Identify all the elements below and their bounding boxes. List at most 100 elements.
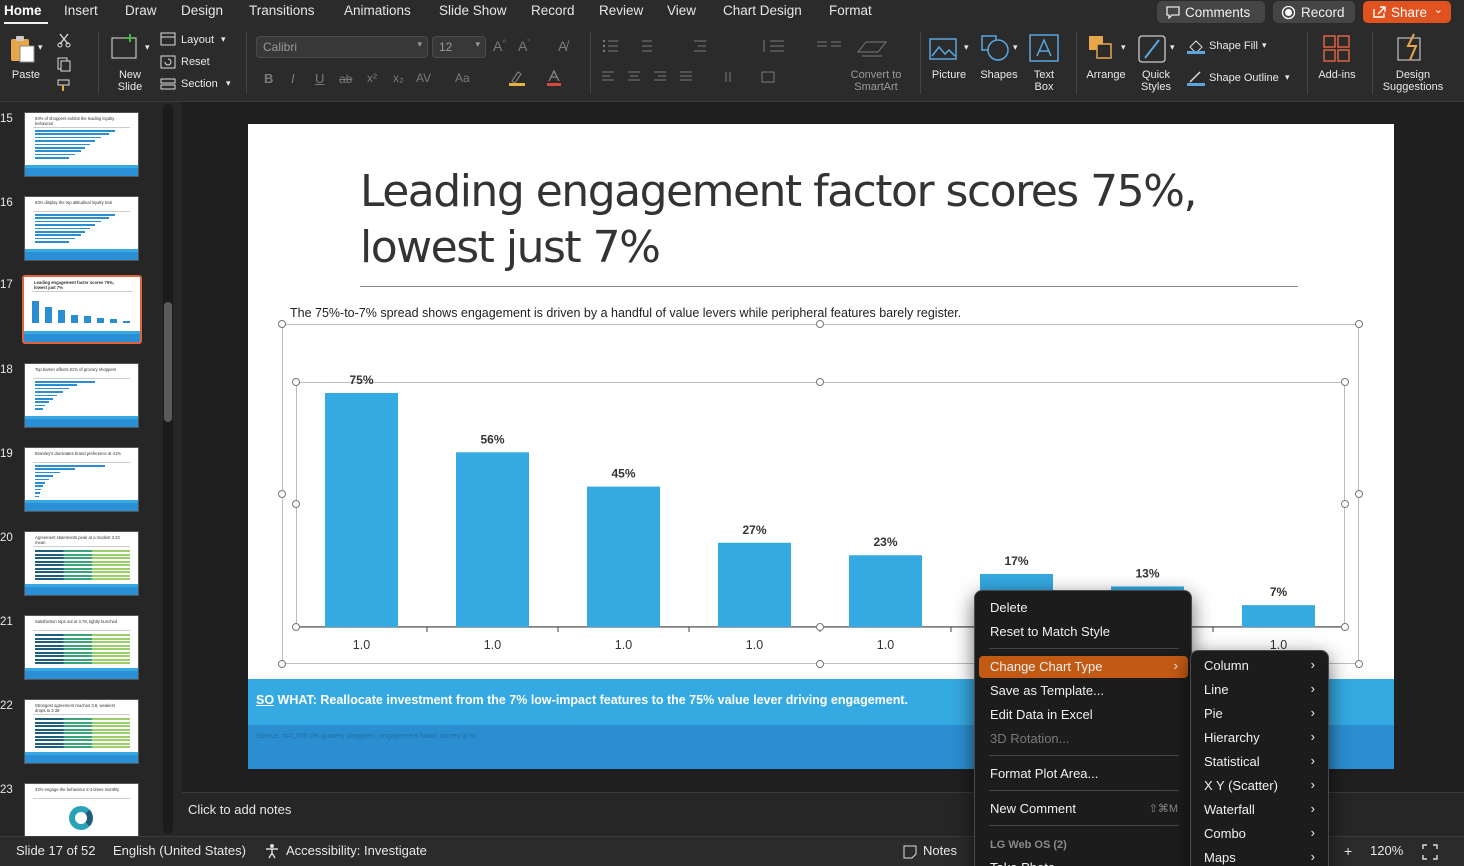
- chart-bar[interactable]: [587, 486, 660, 627]
- zoom-in-icon[interactable]: +: [1344, 843, 1353, 859]
- chart-bar[interactable]: [718, 542, 791, 627]
- line-spacing-icon[interactable]: [760, 38, 790, 54]
- selection-handle[interactable]: [1355, 320, 1363, 328]
- columns-icon[interactable]: [815, 38, 845, 54]
- copy-icon[interactable]: [56, 56, 72, 72]
- selection-handle[interactable]: [816, 378, 824, 386]
- submenu-item-line[interactable]: Line ›: [1195, 679, 1325, 701]
- picture-icon[interactable]: [929, 36, 959, 62]
- chart-bar[interactable]: [1242, 605, 1315, 627]
- text-box-icon[interactable]: [1029, 34, 1059, 62]
- reset-button[interactable]: Reset: [181, 56, 210, 68]
- submenu-item-waterfall[interactable]: Waterfall ›: [1195, 799, 1325, 821]
- tab-animations[interactable]: Animations: [344, 3, 411, 18]
- superscript-icon[interactable]: x²: [367, 71, 377, 85]
- text-direction-icons[interactable]: [722, 70, 802, 84]
- menu-item-delete[interactable]: Delete: [979, 597, 1188, 619]
- tab-transitions[interactable]: Transitions: [249, 3, 315, 18]
- menu-item-edit-data-in-excel[interactable]: Edit Data in Excel: [979, 704, 1188, 726]
- slide-thumbnail[interactable]: 93% of shoppers exhibit the leading loya…: [24, 112, 139, 177]
- convert-smartart-label[interactable]: Convert to SmartArt: [850, 69, 902, 93]
- font-size-combo[interactable]: 12 ▾: [432, 36, 486, 58]
- source-text[interactable]: Source: n=1,000 UK grocery shoppers; eng…: [256, 733, 476, 740]
- menu-item-reset-to-match-style[interactable]: Reset to Match Style: [979, 621, 1188, 643]
- fit-slide-icon[interactable]: [1422, 844, 1438, 860]
- font-color-icon[interactable]: [545, 69, 563, 87]
- submenu-item-statistical[interactable]: Statistical ›: [1195, 751, 1325, 773]
- submenu-item-maps[interactable]: Maps ›: [1195, 847, 1325, 866]
- scrollbar-thumb[interactable]: [164, 302, 172, 422]
- selection-handle[interactable]: [1341, 378, 1349, 386]
- selection-handle[interactable]: [1355, 490, 1363, 498]
- increase-font-icon[interactable]: A^: [493, 38, 507, 54]
- notes-toggle[interactable]: Notes: [923, 843, 957, 858]
- slide-thumbnail[interactable]: Agreement statements peak at a modest 3.…: [24, 531, 139, 596]
- selection-handle[interactable]: [816, 623, 824, 631]
- zoom-level[interactable]: 120%: [1370, 843, 1404, 858]
- selection-handle[interactable]: [292, 500, 300, 508]
- subscript-icon[interactable]: x₂: [393, 71, 404, 85]
- shape-fill-dropdown-icon[interactable]: ▾: [1262, 40, 1267, 50]
- section-dropdown-icon[interactable]: ▾: [226, 78, 231, 88]
- notes-placeholder[interactable]: Click to add notes: [188, 802, 292, 817]
- tab-chart-design[interactable]: Chart Design: [723, 3, 802, 18]
- menu-item-change-chart-type[interactable]: Change Chart Type ›: [979, 656, 1188, 678]
- slide-canvas[interactable]: Leading engagement factor scores 75%, lo…: [248, 124, 1394, 769]
- new-slide-dropdown-icon[interactable]: ▾: [145, 42, 150, 52]
- selection-handle[interactable]: [1341, 500, 1349, 508]
- slide-thumbnail[interactable]: 83% display the top attitudinal loyalty …: [24, 196, 139, 261]
- slide-thumbnail[interactable]: Leading engagement factor scores 75%, lo…: [22, 275, 142, 344]
- add-ins-icon[interactable]: [1322, 34, 1352, 64]
- highlight-color-icon[interactable]: [507, 69, 527, 87]
- chart-bar[interactable]: [325, 393, 398, 627]
- comments-button[interactable]: Comments: [1157, 1, 1265, 23]
- section-icon[interactable]: [160, 77, 176, 91]
- menu-item-take-photo[interactable]: Take Photo: [979, 857, 1188, 866]
- thumbnail-scrollbar[interactable]: [163, 104, 173, 834]
- menu-item-format-plot-area[interactable]: Format Plot Area...: [979, 763, 1188, 785]
- selection-handle[interactable]: [816, 660, 824, 668]
- slide-thumbnail[interactable]: Top barrier affects 61% of grocery shopp…: [24, 363, 139, 428]
- quick-styles-icon[interactable]: [1137, 34, 1169, 64]
- chevron-down-icon[interactable]: ⌄: [1433, 4, 1443, 16]
- tab-slide-show[interactable]: Slide Show: [439, 3, 507, 18]
- shape-outline-icon[interactable]: [1187, 70, 1205, 86]
- character-spacing-icon[interactable]: AV: [416, 71, 432, 85]
- selection-handle[interactable]: [292, 623, 300, 631]
- shape-fill-button[interactable]: Shape Fill: [1209, 40, 1258, 52]
- tab-format[interactable]: Format: [829, 3, 872, 18]
- submenu-item-column[interactable]: Column ›: [1195, 655, 1325, 677]
- paste-icon[interactable]: [8, 34, 36, 64]
- record-button[interactable]: Record: [1273, 1, 1355, 23]
- so-what-text[interactable]: SO WHAT: Reallocate investment from the …: [256, 693, 908, 707]
- smartart-icon[interactable]: [856, 34, 888, 58]
- tab-review[interactable]: Review: [599, 3, 644, 18]
- cut-icon[interactable]: [56, 32, 72, 48]
- shape-fill-icon[interactable]: [1187, 38, 1205, 54]
- decrease-font-icon[interactable]: Aˇ: [518, 38, 531, 54]
- new-slide-icon[interactable]: [110, 32, 140, 62]
- menu-item-save-as-template[interactable]: Save as Template...: [979, 680, 1188, 702]
- strikethrough-icon[interactable]: ab: [339, 72, 353, 86]
- section-button[interactable]: Section: [181, 78, 218, 90]
- reset-icon[interactable]: [160, 55, 176, 69]
- submenu-item-combo[interactable]: Combo ›: [1195, 823, 1325, 845]
- shape-outline-dropdown-icon[interactable]: ▾: [1285, 72, 1290, 82]
- arrange-dropdown-icon[interactable]: ▾: [1121, 42, 1126, 52]
- layout-icon[interactable]: [160, 32, 176, 46]
- slide-thumbnail[interactable]: Strongest agreement reaches 3.8, weakest…: [24, 699, 139, 764]
- underline-icon[interactable]: U: [315, 71, 325, 86]
- paste-dropdown-icon[interactable]: ▾: [38, 42, 43, 52]
- notes-icon[interactable]: [902, 844, 918, 859]
- menu-item-new-comment[interactable]: New Comment ⇧⌘M: [979, 798, 1188, 820]
- clear-formatting-icon[interactable]: A̸: [558, 38, 568, 54]
- submenu-item-pie[interactable]: Pie ›: [1195, 703, 1325, 725]
- tab-design[interactable]: Design: [181, 3, 224, 18]
- slide-thumbnail[interactable]: Satisfaction tops out at 3.78, tightly b…: [24, 615, 139, 680]
- alignment-icons[interactable]: [602, 70, 692, 84]
- accessibility-icon[interactable]: [264, 843, 280, 859]
- chart-bar[interactable]: [849, 555, 922, 627]
- accessibility-status[interactable]: Accessibility: Investigate: [286, 843, 427, 858]
- selection-handle[interactable]: [278, 320, 286, 328]
- list-and-indent-icons[interactable]: [602, 38, 722, 54]
